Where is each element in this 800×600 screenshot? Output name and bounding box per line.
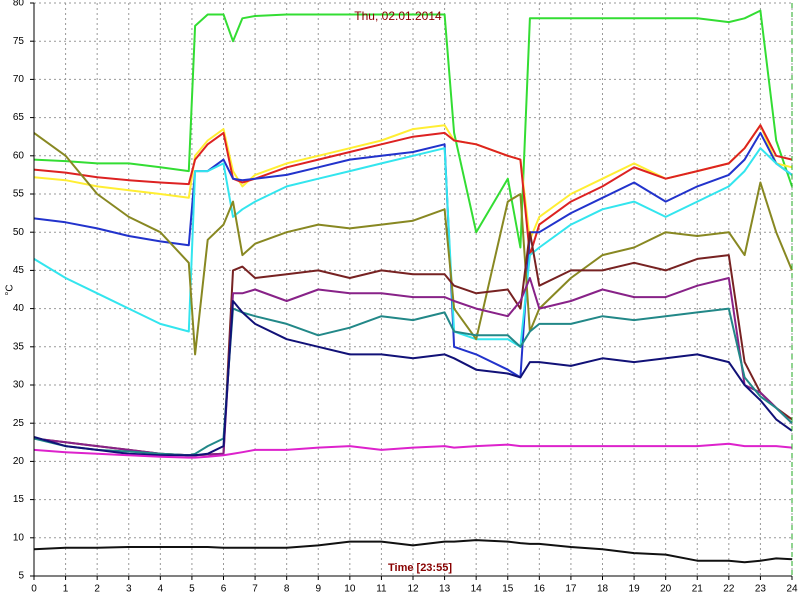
x-tick-label: 0 — [31, 584, 37, 595]
y-tick-label: 10 — [13, 532, 25, 543]
x-tick-label: 2 — [94, 584, 100, 595]
y-tick-label: 50 — [13, 227, 25, 238]
series-line — [33, 539, 793, 564]
series-line — [33, 9, 793, 249]
y-tick-label: 35 — [13, 341, 25, 352]
y-tick-label: 20 — [13, 456, 25, 467]
x-tick-label: 12 — [407, 584, 419, 595]
x-tick-label: 15 — [502, 584, 514, 595]
y-axis-label: °C — [5, 284, 16, 295]
x-tick-label: 11 — [376, 584, 387, 595]
x-tick-label: 14 — [471, 584, 483, 595]
y-tick-label: 45 — [13, 265, 25, 276]
y-tick-label: 65 — [13, 112, 25, 123]
x-tick-label: 10 — [344, 584, 356, 595]
x-tick-label: 8 — [284, 584, 290, 595]
plot — [33, 9, 793, 564]
y-tick-label: 40 — [13, 303, 25, 314]
y-tick-label: 60 — [13, 150, 25, 161]
y-tick-label: 15 — [13, 494, 25, 505]
series-line — [33, 442, 793, 459]
y-tick-label: 25 — [13, 418, 25, 429]
x-tick-label: 19 — [629, 584, 641, 595]
x-tick-label: 13 — [439, 584, 451, 595]
series-line — [33, 300, 793, 457]
x-tick-label: 6 — [221, 584, 227, 595]
x-tick-label: 18 — [597, 584, 609, 595]
series-line — [33, 132, 793, 356]
y-tick-label: 75 — [13, 36, 25, 47]
x-tick-label: 17 — [565, 584, 577, 595]
x-axis-label: Time [23:55] — [388, 562, 452, 574]
series-line — [33, 147, 793, 348]
x-tick-label: 1 — [63, 584, 69, 595]
x-tick-label: 24 — [786, 584, 798, 595]
x-tick-label: 22 — [723, 584, 735, 595]
x-tick-label: 3 — [126, 584, 132, 595]
series-line — [33, 131, 793, 379]
x-tick-label: 4 — [158, 584, 164, 595]
x-tick-label: 23 — [755, 584, 767, 595]
y-tick-label: 55 — [13, 189, 25, 200]
y-tick-label: 5 — [18, 571, 24, 582]
series-line — [33, 124, 793, 257]
x-tick-label: 16 — [534, 584, 546, 595]
chart-title: Thu, 02.01.2014 — [354, 9, 442, 23]
y-tick-label: 80 — [13, 0, 25, 9]
x-tick-label: 9 — [315, 584, 321, 595]
y-tick-label: 30 — [13, 380, 25, 391]
x-tick-label: 20 — [660, 584, 672, 595]
x-tick-label: 5 — [189, 584, 195, 595]
x-tick-label: 7 — [252, 584, 258, 595]
x-tick-label: 21 — [692, 584, 704, 595]
y-tick-label: 70 — [13, 74, 25, 85]
